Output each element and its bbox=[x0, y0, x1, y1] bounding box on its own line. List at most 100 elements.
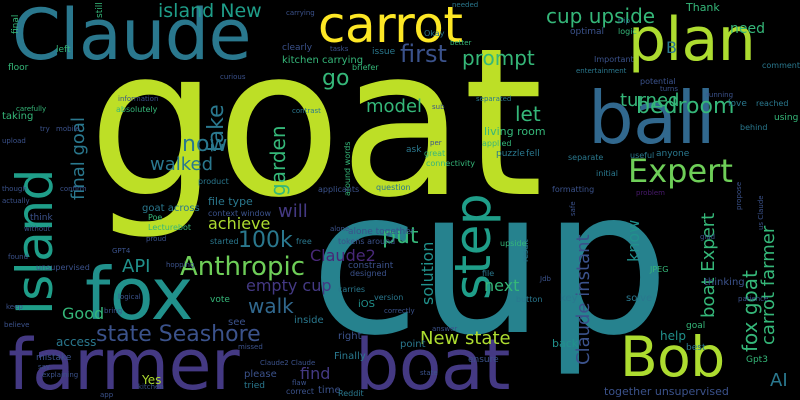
word-logic: logic bbox=[618, 27, 637, 36]
word-clearly: clearly bbox=[282, 43, 313, 53]
word-carrot: carrot bbox=[318, 0, 463, 54]
word-need: need bbox=[730, 21, 765, 37]
word-let: let bbox=[515, 102, 541, 126]
word-fell: fell bbox=[526, 149, 540, 159]
word-unsupervised: unsupervised bbox=[36, 263, 90, 272]
word-app: app bbox=[100, 391, 114, 399]
word-key: key bbox=[560, 293, 578, 304]
word-missed: missed bbox=[238, 343, 263, 351]
word-carries: carries bbox=[338, 285, 366, 294]
word-trip: trip bbox=[618, 17, 631, 25]
word-glad: glad bbox=[700, 233, 716, 241]
word-know: know bbox=[624, 219, 643, 262]
word-file: file bbox=[482, 269, 495, 278]
word-help: help bbox=[660, 329, 686, 343]
word-point: point bbox=[400, 339, 426, 350]
word-though: though bbox=[2, 185, 27, 193]
word-best: best bbox=[686, 343, 706, 353]
word-try: try bbox=[40, 125, 50, 133]
word-keep: keep bbox=[6, 303, 23, 311]
word-contrast: contrast bbox=[292, 107, 321, 115]
word-issue: issue bbox=[372, 47, 396, 57]
word-mistake: mistake bbox=[36, 353, 72, 363]
word-please: please bbox=[244, 369, 277, 380]
word-free: free bbox=[296, 237, 312, 246]
word-yes: Yes bbox=[142, 373, 162, 387]
word-alone-together: alone together bbox=[348, 227, 415, 237]
word-lecturebot: Lecturebot bbox=[148, 223, 191, 232]
word-first: first bbox=[400, 40, 447, 68]
word-turns: turns bbox=[660, 85, 679, 93]
word-ios: iOS bbox=[358, 299, 375, 310]
word-expert: Expert bbox=[628, 152, 733, 190]
word-go: go bbox=[322, 66, 350, 91]
word-claude: Claude bbox=[12, 0, 252, 76]
word-thinking: thinking bbox=[704, 277, 745, 288]
word-new-state: New state bbox=[420, 328, 511, 349]
word-per: per bbox=[430, 139, 442, 147]
word-anthropic: Anthropic bbox=[180, 252, 305, 282]
word-alone: alone bbox=[330, 225, 350, 233]
word-jpeg: JPEG bbox=[650, 265, 669, 274]
word-constraint: constraint bbox=[348, 261, 394, 271]
word-ball: ball bbox=[588, 76, 716, 160]
word-gpt3: Gpt3 bbox=[746, 355, 768, 365]
word-say: say bbox=[38, 363, 51, 371]
word-found: found bbox=[8, 253, 29, 261]
word-curious: curious bbox=[220, 73, 246, 81]
word-back: back bbox=[552, 337, 579, 350]
word-prompt: prompt bbox=[462, 46, 535, 70]
word-briefer: briefer bbox=[352, 63, 379, 72]
word-us-claude: us Claude bbox=[757, 195, 765, 230]
word-running: running bbox=[706, 91, 734, 99]
word-believe: believe bbox=[4, 321, 30, 329]
word-bob: Bob bbox=[620, 325, 725, 389]
word-entertainment: entertainment bbox=[576, 67, 627, 75]
word-think: think bbox=[30, 213, 53, 223]
word-boat-expert: boat Expert bbox=[698, 212, 719, 318]
word-proud: proud bbox=[146, 235, 167, 243]
word-walk: walk bbox=[248, 294, 294, 318]
word-actually: actually bbox=[2, 197, 30, 205]
word-garden: garden bbox=[266, 125, 290, 197]
word-bedroom: bedroom bbox=[636, 94, 735, 119]
word-applicants: applicants bbox=[318, 185, 360, 194]
word-claude2-claude: Claude2 Claude bbox=[260, 359, 316, 367]
word-find: find bbox=[300, 364, 331, 383]
word-tokens-around: tokens around bbox=[338, 237, 396, 246]
word-carefully: carefully bbox=[16, 105, 47, 113]
word-separated: separated bbox=[476, 95, 512, 103]
word-product: product bbox=[198, 177, 229, 186]
word-useful: useful bbox=[630, 151, 655, 160]
word-using: using bbox=[774, 113, 799, 123]
word-important: Important bbox=[594, 55, 634, 64]
word-see: see bbox=[228, 317, 246, 328]
word-solve: solve bbox=[626, 293, 653, 304]
word-explaining: explaining bbox=[42, 371, 79, 379]
word-love: love bbox=[728, 99, 747, 109]
word-comment: comment bbox=[761, 61, 800, 70]
word-time: time bbox=[318, 385, 341, 396]
word-right: right bbox=[338, 331, 362, 342]
word-cup: cup bbox=[310, 147, 670, 380]
word-question: question bbox=[376, 183, 411, 192]
word-absolutely: absolutely bbox=[116, 105, 158, 114]
word-designed: designed bbox=[350, 269, 387, 278]
word-ask: ask bbox=[406, 145, 422, 155]
word-optimal: optimal bbox=[570, 27, 605, 37]
word-puzzle: puzzle bbox=[496, 149, 525, 159]
word-access: access bbox=[56, 335, 97, 349]
word-ensure: ensure bbox=[468, 355, 499, 365]
word-will: will bbox=[278, 201, 308, 222]
word-connectivity: connectivity bbox=[426, 159, 475, 168]
word-tried: tried bbox=[244, 381, 265, 391]
word-put: put bbox=[382, 224, 419, 249]
word-flaw: flaw bbox=[292, 379, 307, 387]
word-mobile: mobile bbox=[56, 125, 80, 133]
word-finally: Finally bbox=[334, 351, 366, 362]
word-inside: inside bbox=[294, 315, 324, 326]
word-state-seashore: state Seashore bbox=[96, 322, 261, 347]
word-anyone: anyone bbox=[656, 149, 690, 159]
word-correctly: correctly bbox=[384, 307, 415, 315]
